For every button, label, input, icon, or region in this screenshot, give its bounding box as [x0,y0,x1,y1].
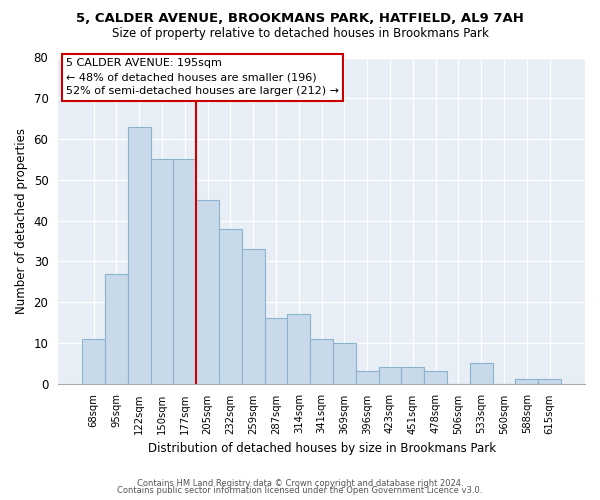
Bar [401,368,424,384]
Bar [356,372,379,384]
Bar [265,318,287,384]
Y-axis label: Number of detached properties: Number of detached properties [15,128,28,314]
Bar [515,380,538,384]
Bar [538,380,561,384]
Bar [424,372,447,384]
Bar [196,200,219,384]
Bar [470,363,493,384]
Text: 5, CALDER AVENUE, BROOKMANS PARK, HATFIELD, AL9 7AH: 5, CALDER AVENUE, BROOKMANS PARK, HATFIE… [76,12,524,26]
X-axis label: Distribution of detached houses by size in Brookmans Park: Distribution of detached houses by size … [148,442,496,455]
Bar [379,368,401,384]
Bar [105,274,128,384]
Bar [173,160,196,384]
Bar [310,338,333,384]
Text: 5 CALDER AVENUE: 195sqm
← 48% of detached houses are smaller (196)
52% of semi-d: 5 CALDER AVENUE: 195sqm ← 48% of detache… [66,58,339,96]
Bar [219,228,242,384]
Bar [151,160,173,384]
Bar [333,343,356,384]
Bar [287,314,310,384]
Text: Contains HM Land Registry data © Crown copyright and database right 2024.: Contains HM Land Registry data © Crown c… [137,478,463,488]
Text: Size of property relative to detached houses in Brookmans Park: Size of property relative to detached ho… [112,28,488,40]
Text: Contains public sector information licensed under the Open Government Licence v3: Contains public sector information licen… [118,486,482,495]
Bar [82,338,105,384]
Bar [128,127,151,384]
Bar [242,249,265,384]
